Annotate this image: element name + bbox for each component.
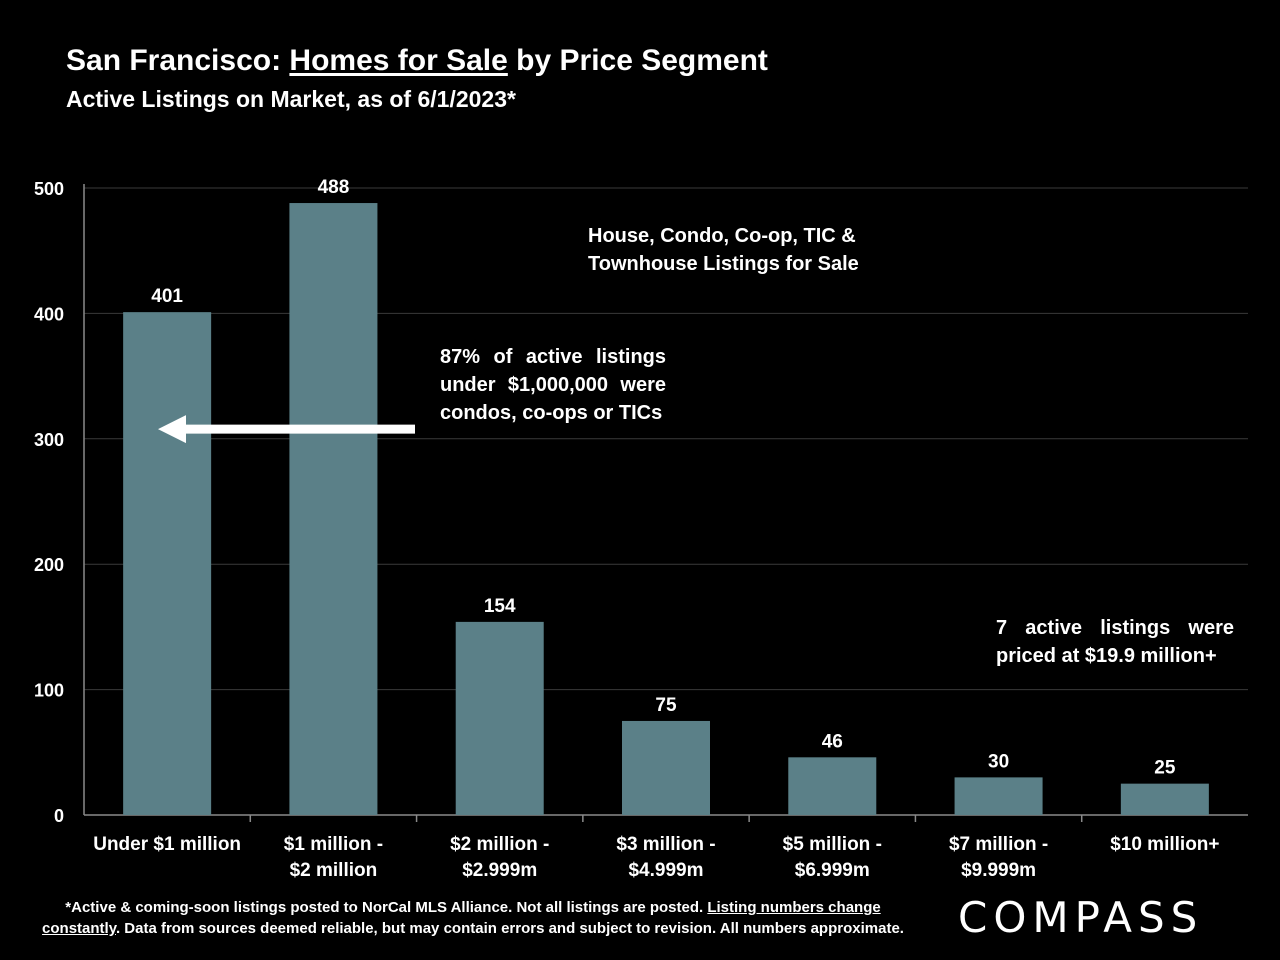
bar — [954, 777, 1043, 815]
x-category-label: $10 million+ — [1110, 834, 1219, 855]
chart-title: San Francisco: Homes for Sale by Price S… — [66, 44, 768, 78]
y-tick-label: 400 — [34, 304, 64, 324]
title-prefix: San Francisco: — [66, 44, 290, 77]
y-tick-label: 0 — [54, 806, 64, 826]
x-category-label: $2 million - — [450, 834, 549, 855]
bar — [289, 203, 378, 816]
y-tick-label: 500 — [34, 179, 64, 199]
compass-logo: COMPASS — [958, 893, 1204, 942]
x-category-label: $2.999m — [462, 860, 537, 881]
footnote-underlined: Listing numbers change constantly — [42, 899, 881, 937]
y-tick-label: 100 — [34, 681, 64, 701]
y-tick-label: 300 — [34, 430, 64, 450]
chart-subtitle: Active Listings on Market, as of 6/1/202… — [66, 86, 516, 112]
x-category-label: Under $1 million — [93, 834, 241, 855]
x-category-label: $5 million - — [783, 834, 882, 855]
top-tier-note: 7 active listings were priced at $19.9 m… — [996, 617, 1234, 667]
x-category-label: $9.999m — [961, 860, 1036, 881]
title-suffix: by Price Segment — [507, 44, 768, 77]
arrow-head — [158, 415, 186, 444]
bar-value-label: 46 — [822, 731, 843, 752]
footnote: *Active & coming-soon listings posted to… — [30, 897, 916, 939]
bar — [788, 757, 877, 815]
bar-value-label: 488 — [318, 177, 350, 198]
x-category-label: $7 million - — [949, 834, 1048, 855]
bar — [455, 621, 544, 815]
bar-value-label: 75 — [655, 695, 677, 716]
bar — [1120, 783, 1209, 815]
bar-value-label: 30 — [988, 751, 1009, 772]
x-category-label: $6.999m — [795, 860, 870, 881]
footnote-part1: *Active & coming-soon listings posted to… — [65, 899, 708, 916]
bar-value-label: 154 — [484, 596, 516, 617]
condo-share-note: 87% of active listings under $1,000,000 … — [440, 346, 666, 424]
listing-types-note: House, Condo, Co-op, TIC & Townhouse Lis… — [588, 225, 859, 275]
x-category-label: $1 million - — [284, 834, 383, 855]
y-tick-label: 200 — [34, 555, 64, 575]
footnote-part2: . Data from sources deemed reliable, but… — [115, 920, 904, 937]
bar-value-label: 25 — [1154, 758, 1176, 779]
bar — [123, 312, 212, 815]
bar — [622, 720, 710, 815]
bar-value-label: 401 — [151, 286, 183, 307]
x-category-label: $4.999m — [628, 860, 703, 881]
x-category-label: $2 million — [290, 860, 378, 881]
x-category-label: $3 million - — [616, 834, 715, 855]
title-underlined: Homes for Sale — [289, 44, 508, 77]
